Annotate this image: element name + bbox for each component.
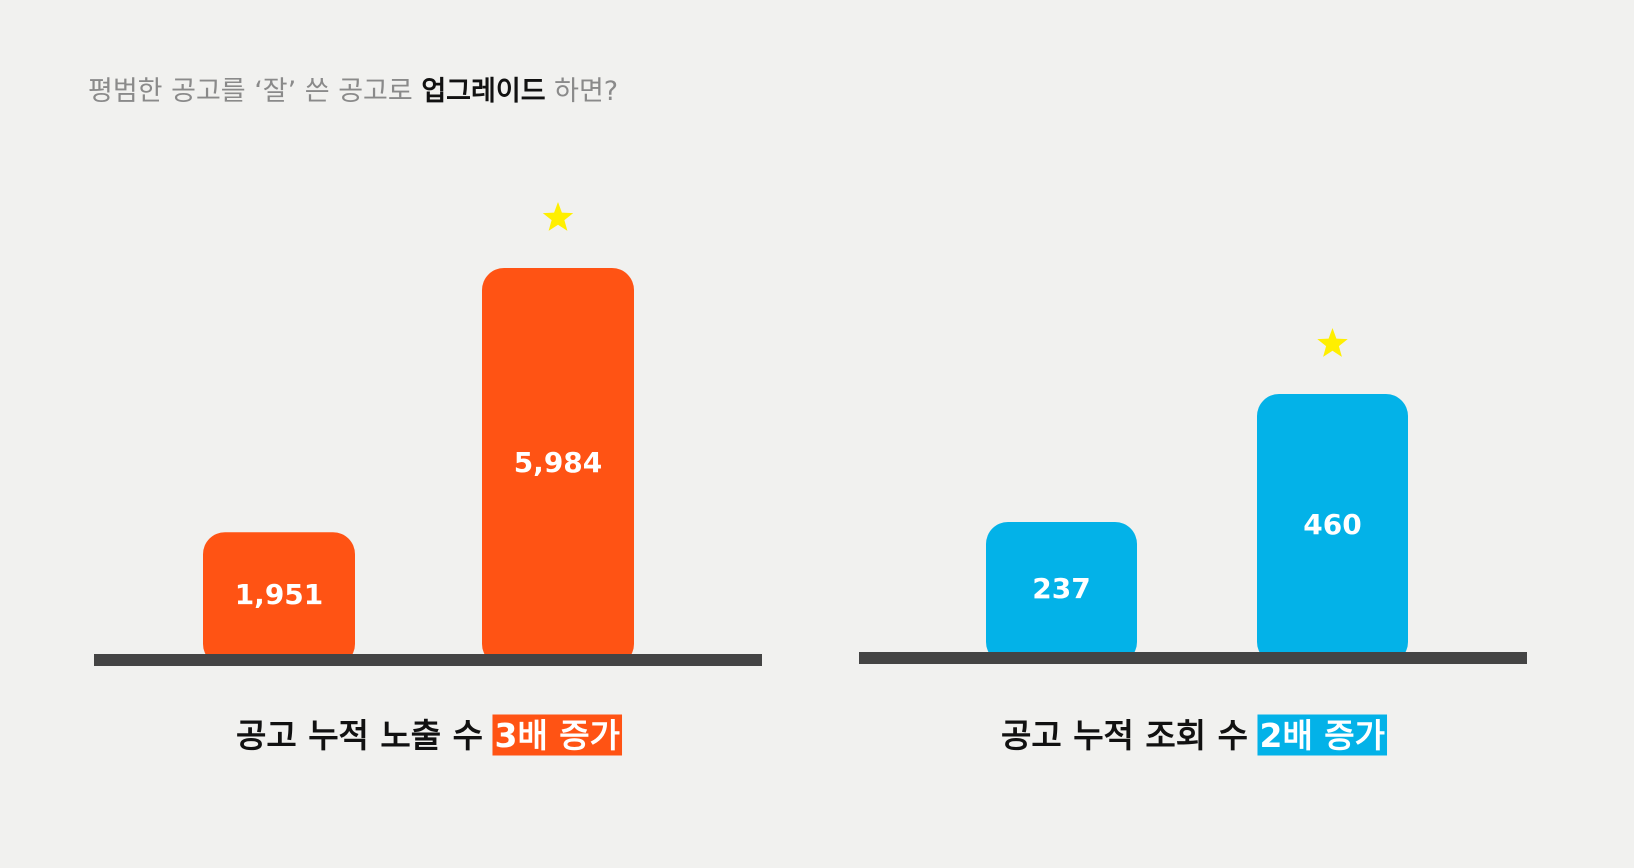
bar: [1257, 394, 1408, 664]
caption-text: 공고 누적 조회 수: [1001, 716, 1248, 755]
headline-emphasis: 업그레이드: [421, 76, 545, 107]
highlight-box: [1257, 714, 1388, 756]
caption-space: [483, 716, 495, 755]
caption-highlight: 2배 증가: [1259, 716, 1385, 755]
highlight-box: [492, 714, 623, 756]
caption-highlight: 3배 증가: [494, 716, 620, 755]
bar: [986, 521, 1137, 664]
value-label: 5,984: [514, 446, 603, 479]
bar: [203, 532, 355, 666]
caption-space: [1248, 716, 1260, 755]
value-label: 237: [1032, 572, 1090, 605]
value-label: 1,951: [235, 578, 324, 611]
bar: [482, 268, 634, 666]
value-label: 460: [1303, 508, 1361, 541]
star: [542, 202, 574, 231]
headline-text: 평범한 공고를 ‘잘’ 쓴 공고로: [88, 76, 421, 107]
caption: 공고 누적 조회 수 2배 증가: [1001, 716, 1385, 755]
baseline: [94, 654, 762, 666]
headline-text: 하면?: [546, 76, 619, 107]
star: [1317, 328, 1348, 357]
baseline: [859, 652, 1527, 664]
caption: 공고 누적 노출 수 3배 증가: [236, 716, 620, 755]
headline: 평범한 공고를 ‘잘’ 쓴 공고로 업그레이드 하면?: [88, 76, 618, 107]
caption-text: 공고 누적 노출 수: [236, 716, 483, 755]
